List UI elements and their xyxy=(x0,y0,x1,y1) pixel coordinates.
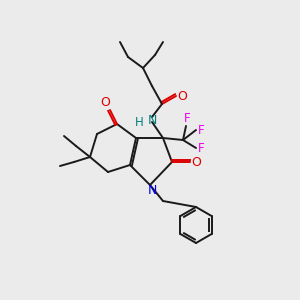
Text: F: F xyxy=(198,124,204,136)
Text: H: H xyxy=(135,116,144,128)
Text: N: N xyxy=(147,184,157,197)
Text: F: F xyxy=(198,142,204,154)
Text: F: F xyxy=(184,112,190,125)
Text: O: O xyxy=(100,95,110,109)
Text: O: O xyxy=(191,155,201,169)
Text: N: N xyxy=(147,115,157,128)
Text: O: O xyxy=(177,89,187,103)
